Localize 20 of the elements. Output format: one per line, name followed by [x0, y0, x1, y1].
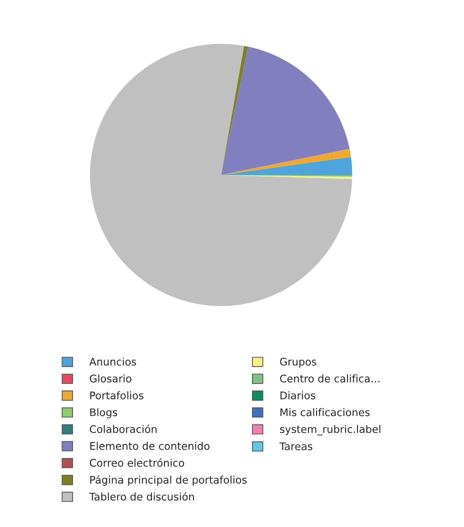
legend-label: Correo electrónico [90, 458, 184, 467]
pie-slice [221, 156, 352, 175]
legend-label: Tablero de discusión [89, 492, 194, 501]
legend-label: Mis calificaciones [280, 408, 370, 416]
legend-label: system_rubric.label [280, 424, 380, 436]
pie-slice [221, 46, 248, 175]
legend-label: Diarios [280, 391, 316, 400]
legend-label: Anuncios [89, 358, 136, 366]
legend-label: Elemento de contenido [90, 442, 210, 450]
legend-label: Glosario [90, 374, 132, 382]
pie-slice [221, 46, 350, 175]
legend-label: Blogs [90, 408, 118, 418]
legend-label: Página principal de portafolios [90, 475, 247, 486]
legend-label: Tareas [279, 442, 312, 450]
pie-slice [221, 148, 351, 175]
legend-label: Centro de califica... [280, 374, 380, 382]
pie-slice [90, 44, 352, 306]
legend-label: Portafolios [90, 391, 144, 400]
legend-label: Colaboración [90, 424, 157, 434]
legend-label: Grupos [280, 358, 316, 368]
